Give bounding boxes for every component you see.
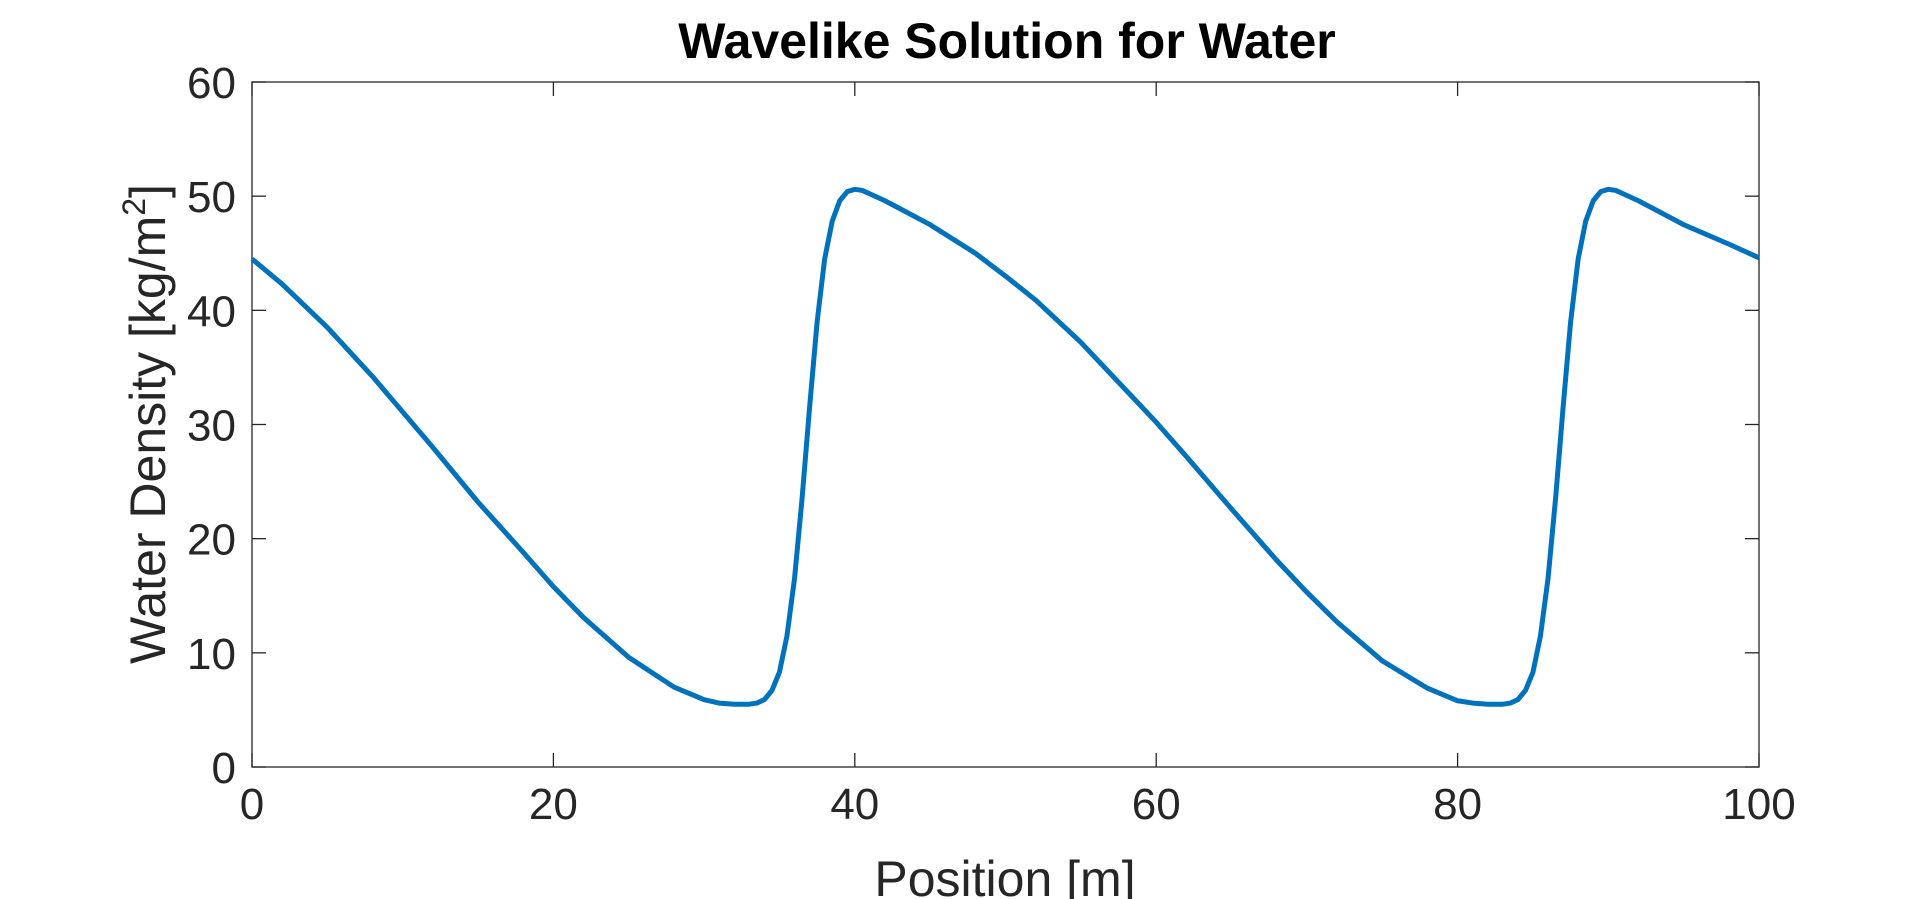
x-tick-label: 40	[830, 780, 879, 829]
x-tick-label: 60	[1132, 780, 1181, 829]
plot-area	[251, 81, 1760, 768]
y-tick-label: 10	[187, 630, 236, 679]
x-axis-label: Position [m]	[874, 851, 1135, 899]
y-tick-label: 50	[187, 173, 236, 222]
x-tick-labels: 0 20 40 60 80 100	[240, 780, 1796, 829]
y-tick-label: 0	[212, 744, 236, 793]
y-tick-label: 60	[187, 59, 236, 108]
series-layer	[250, 186, 1761, 707]
x-tick-label: 20	[529, 780, 578, 829]
chart-title: Wavelike Solution for Water	[678, 13, 1336, 69]
y-tick-label: 40	[187, 287, 236, 336]
x-tick-label: 0	[240, 780, 264, 829]
y-axis-label-main: Water Density [kg/m	[120, 216, 176, 664]
y-tick-label: 30	[187, 402, 236, 451]
y-axis-label-suffix: ]	[120, 184, 176, 198]
y-tick-label: 20	[187, 516, 236, 565]
y-axis-label-superscript: 2	[116, 198, 152, 216]
x-tick-label: 100	[1722, 780, 1795, 829]
y-axis-label: Water Density [kg/m2]	[116, 184, 176, 664]
y-tick-labels: 0 10 20 30 40 50 60	[187, 59, 236, 793]
x-tick-label: 80	[1433, 780, 1482, 829]
tick-marks	[251, 81, 1760, 768]
series-line-1	[250, 186, 1761, 707]
